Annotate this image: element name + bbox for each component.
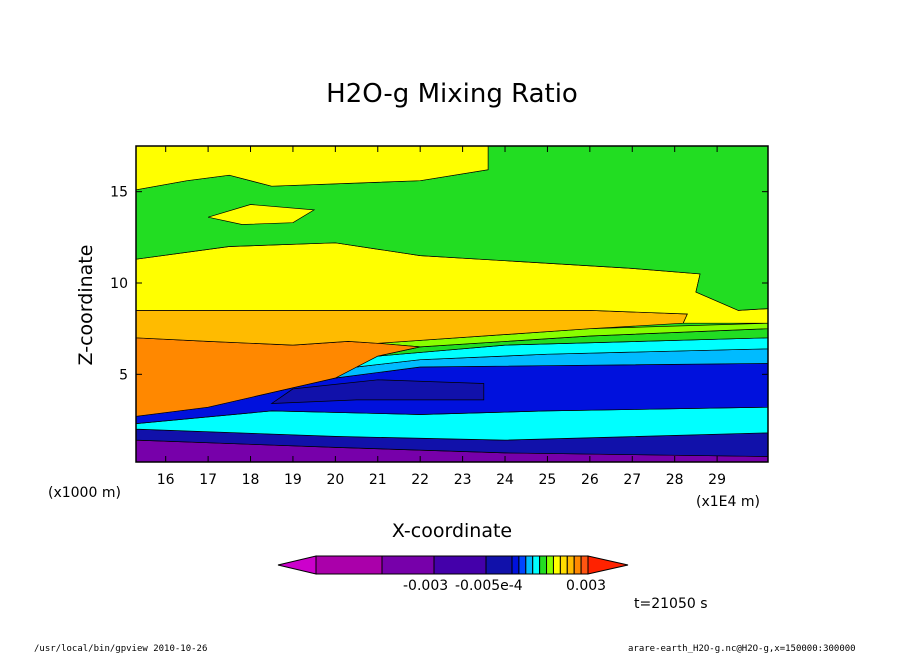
x-tick-label: 18 — [242, 472, 260, 488]
colorbar-arrow-right — [587, 555, 629, 575]
x-tick-label: 23 — [454, 472, 472, 488]
y-axis-label: Z-coordinate — [75, 245, 97, 366]
path-label: /usr/local/bin/gpview 2010-10-26 — [34, 644, 207, 654]
x-tick-label: 27 — [623, 472, 641, 488]
x-tick-label: 17 — [199, 472, 217, 488]
colorbar-label-right: 0.003 — [566, 578, 606, 594]
colorbar-swatch — [485, 555, 513, 575]
colorbar-swatch — [539, 555, 548, 575]
colorbar — [277, 555, 629, 575]
x-tick-label: 29 — [708, 472, 726, 488]
x-tick-label: 20 — [326, 472, 344, 488]
y-tick-label: 5 — [119, 367, 128, 383]
colorbar-swatch — [315, 555, 383, 575]
colorbar-arrow-left — [277, 555, 317, 575]
x-tick-label: 28 — [666, 472, 684, 488]
contour-band-yellow-top — [136, 146, 489, 191]
y-tick-label: 10 — [110, 276, 128, 292]
colorbar-swatch — [518, 555, 527, 575]
chart-title: H2O-g Mixing Ratio — [326, 79, 578, 109]
colorbar-label-mid: -0.005e-4 — [455, 578, 523, 594]
colorbar-swatch — [546, 555, 554, 575]
colorbar-swatch — [580, 555, 589, 575]
contour-band-yellow-upper — [207, 204, 316, 225]
plot-frame — [135, 145, 769, 463]
x-tick-label: 16 — [157, 472, 175, 488]
x-tick-label: 21 — [369, 472, 387, 488]
time-label: t=21050 s — [634, 596, 708, 612]
colorbar-label-left: -0.003 — [403, 578, 448, 594]
colorbar-swatch — [559, 555, 568, 575]
colorbar-swatch — [573, 555, 582, 575]
x-tick-label: 25 — [539, 472, 557, 488]
x-axis-label: X-coordinate — [392, 520, 512, 542]
x-unit-right: (x1E4 m) — [696, 494, 760, 510]
x-axis: 16 17 18 19 20 21 22 23 24 25 26 27 28 29 — [157, 146, 726, 488]
y-tick-label: 15 — [110, 185, 128, 201]
x-tick-label: 22 — [411, 472, 429, 488]
colorbar-swatch — [433, 555, 487, 575]
colorbar-swatch — [532, 555, 541, 575]
colorbar-swatch — [381, 555, 435, 575]
x-unit-left: (x1000 m) — [48, 485, 121, 501]
colorbar-swatch — [552, 555, 561, 575]
colorbar-swatch — [566, 555, 575, 575]
x-tick-label: 19 — [284, 472, 302, 488]
contour-band-navy-core — [270, 379, 485, 404]
plot-area — [136, 146, 768, 462]
colorbar-swatch — [525, 555, 534, 575]
x-tick-label: 26 — [581, 472, 599, 488]
colorbar-swatch — [511, 555, 520, 575]
x-tick-label: 24 — [496, 472, 514, 488]
file-label: arare-earth_H2O-g.nc@H2O-g,x=150000:3000… — [628, 644, 856, 654]
y-axis: 5 10 15 — [110, 185, 768, 383]
